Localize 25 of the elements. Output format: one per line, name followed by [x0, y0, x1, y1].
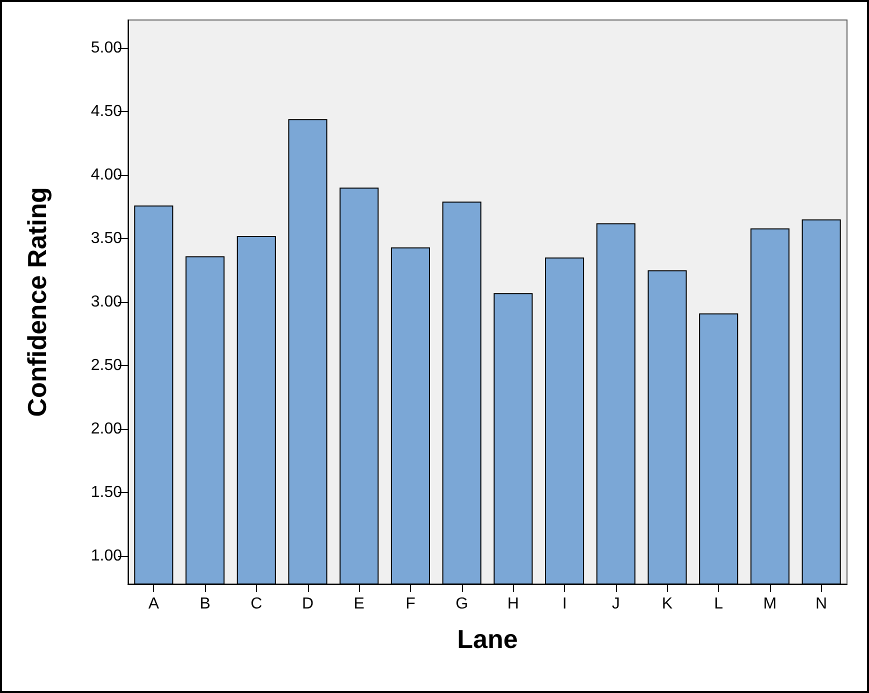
x-tick-label: C [250, 596, 262, 612]
x-tick-label: K [662, 596, 673, 612]
y-tick-label: 5.00 [90, 39, 122, 56]
y-tick-label: 1.50 [90, 484, 122, 502]
x-axis-title: Lane [457, 624, 518, 654]
y-tick-label: 2.00 [90, 420, 122, 438]
y-tick-label: 4.00 [90, 166, 122, 184]
x-tick-label: D [302, 596, 314, 612]
y-tick-label: 4.50 [90, 102, 122, 120]
y-tick-label: 2.50 [90, 357, 122, 374]
x-tick-label: F [406, 596, 416, 612]
x-tick-label: N [816, 596, 828, 612]
x-tick-label: H [507, 596, 519, 612]
x-tick-label: B [200, 596, 210, 612]
y-tick-label: 3.00 [90, 294, 122, 310]
x-tick-label: A [148, 596, 160, 612]
x-tick-label: E [354, 596, 364, 612]
x-tick-label: J [612, 596, 620, 612]
y-tick-label: 3.50 [90, 230, 122, 247]
y-tick-label: 1.00 [90, 548, 122, 565]
x-tick-label: M [763, 596, 777, 612]
x-tick-label: I [562, 596, 567, 612]
x-tick-label: G [456, 596, 468, 612]
y-axis-title: Confidence Rating [22, 187, 52, 417]
x-tick-label: L [714, 596, 724, 612]
